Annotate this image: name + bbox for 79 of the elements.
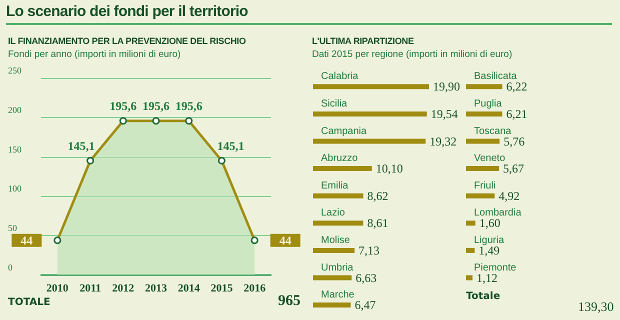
data-label: 8,62: [367, 188, 388, 203]
y-tick-label: 150: [8, 144, 22, 154]
bar: [466, 275, 473, 280]
bar: [466, 248, 475, 253]
data-label: 4,92: [498, 188, 520, 203]
x-tick-label: 2016: [244, 282, 266, 294]
text: 139,30: [578, 299, 614, 315]
y-tick-label: Calabria: [321, 71, 359, 82]
bar: [313, 248, 355, 253]
y-tick-label: Liguria: [474, 234, 504, 246]
data-label: 145,1: [68, 138, 95, 153]
x-tick-label: 2012: [112, 282, 135, 294]
data-label: 5,76: [504, 134, 525, 148]
data-label: 6,21: [506, 106, 528, 121]
text: TOTALE: [8, 297, 50, 308]
text: 965: [278, 293, 300, 310]
y-tick-label: Molise: [321, 234, 350, 246]
bar: [466, 166, 500, 172]
data-label: 1,12: [476, 270, 498, 285]
y-tick-label: Puglia: [474, 98, 502, 110]
chart-title: L'ULTIMA RIPARTIZIONE: [312, 36, 414, 46]
data-label: 19,32: [430, 134, 457, 148]
chart-subtitle: Dati 2015 per regione (importi in milioni di euro): [312, 49, 512, 60]
bar: [313, 166, 372, 172]
y-tick-label: 200: [8, 104, 22, 115]
data-label: 44: [20, 233, 33, 248]
data-label: 7,13: [358, 243, 380, 258]
y-tick-label: Lazio: [321, 208, 346, 219]
x-tick-label: 2014: [178, 282, 200, 294]
y-tick-label: Umbria: [321, 262, 354, 274]
bar: [466, 84, 502, 90]
chart-subtitle: Fondi per anno (importi in milioni di euro): [8, 49, 181, 60]
bar: [313, 84, 429, 90]
chart-title: IL FINANZIAMENTO PER LA PREVENZIONE DEL RISCHIO: [8, 36, 246, 46]
data-label: 44: [279, 233, 292, 248]
bar: [313, 302, 351, 308]
data-label: 6,22: [506, 80, 528, 94]
data-label: 195,6: [110, 99, 137, 114]
data-label: 10,10: [376, 162, 403, 176]
y-tick-label: Lombardia: [474, 208, 522, 219]
y-tick-label: 0: [8, 262, 13, 272]
y-tick-label: Basilicata: [474, 71, 518, 82]
bar: [313, 220, 364, 226]
y-tick-label: Abruzzo: [321, 153, 358, 164]
data-label: 195,6: [175, 99, 202, 114]
bar: [313, 138, 426, 144]
y-tick-label: Friuli: [474, 180, 496, 192]
x-tick-label: 2011: [80, 282, 101, 294]
y-tick-label: Marche: [321, 290, 355, 301]
data-label: 6,63: [356, 270, 377, 285]
y-tick-label: 250: [8, 66, 22, 76]
bar: [466, 111, 502, 116]
y-tick-label: Piemonte: [474, 262, 517, 274]
y-tick-label: Campania: [321, 126, 368, 137]
bar: [466, 138, 500, 144]
data-label: 19,54: [430, 106, 458, 121]
y-tick-label: Toscana: [474, 126, 512, 137]
bar: [313, 111, 427, 116]
bar: [466, 220, 476, 226]
y-tick-label: 50: [8, 223, 18, 234]
data-label: 5,67: [503, 162, 524, 176]
data-label: 195,6: [142, 99, 170, 114]
data-label: 19,90: [433, 80, 460, 94]
data-label: 1,60: [479, 216, 500, 230]
bar: [313, 193, 364, 198]
x-tick-label: 2015: [210, 282, 234, 294]
y-tick-label: Emilia: [321, 180, 349, 192]
y-tick-label: Veneto: [474, 153, 506, 164]
y-tick-label: 100: [8, 184, 22, 194]
data-label: 145,1: [217, 138, 244, 153]
text: Lo scenario dei fondi per il territorio: [6, 3, 612, 25]
data-label: 6,47: [354, 298, 376, 312]
x-tick-label: 2013: [145, 282, 168, 294]
x-tick-label: 2010: [46, 282, 69, 294]
bar: [466, 193, 495, 198]
y-tick-label: Sicilia: [321, 98, 348, 110]
bar: [313, 275, 352, 280]
text: Totale: [466, 291, 500, 302]
data-label: 8,61: [367, 216, 388, 230]
